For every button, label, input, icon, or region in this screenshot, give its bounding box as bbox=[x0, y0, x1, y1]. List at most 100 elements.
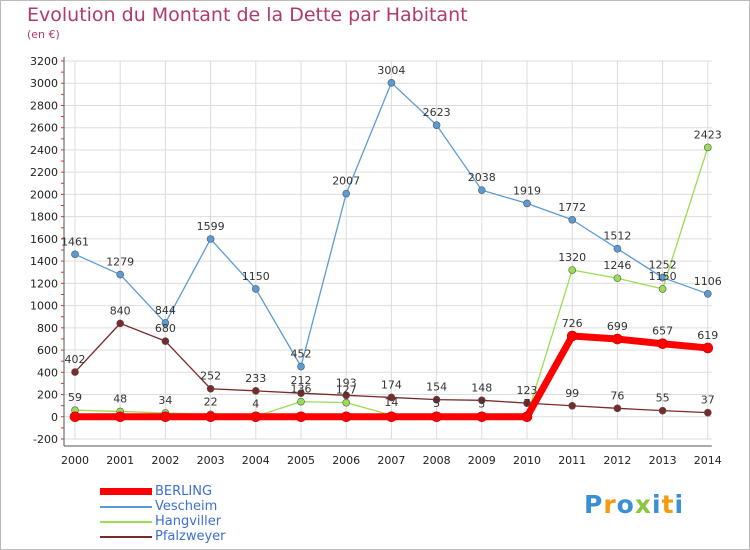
data-point-berling bbox=[114, 411, 126, 423]
data-point-vescheim bbox=[477, 186, 486, 194]
data-point-pfalzweyer bbox=[703, 408, 712, 417]
data-point-berling bbox=[69, 411, 81, 423]
data-label-vescheim: 1599 bbox=[197, 220, 225, 233]
data-point-vescheim bbox=[71, 250, 79, 259]
x-tick-label: 2005 bbox=[287, 454, 315, 467]
data-point-pfalzweyer bbox=[342, 391, 351, 400]
line-chart: -200 0 200 400 600 800 1000 1200 1400 1600 1800 200… bbox=[30, 55, 722, 467]
data-point-vescheim bbox=[116, 270, 124, 279]
y-tick-label: 600 bbox=[37, 344, 58, 357]
data-label-pfalzweyer: 233 bbox=[245, 372, 266, 385]
y-tick-label: 1200 bbox=[30, 277, 58, 290]
y-tick-label: 2800 bbox=[30, 99, 58, 112]
data-label-pfalzweyer: 174 bbox=[381, 378, 402, 391]
data-point-berling bbox=[160, 411, 171, 423]
data-point-berling bbox=[612, 333, 623, 345]
data-point-pfalzweyer bbox=[523, 399, 531, 407]
data-point-pfalzweyer bbox=[116, 319, 124, 328]
logo-letter: x bbox=[634, 490, 652, 519]
data-point-berling bbox=[205, 411, 216, 423]
data-point-vescheim bbox=[206, 235, 215, 243]
y-tick-label: 800 bbox=[37, 322, 58, 335]
data-point-vescheim bbox=[523, 199, 531, 208]
y-tick-label: 400 bbox=[37, 366, 58, 379]
data-label-vescheim: 1461 bbox=[61, 235, 89, 248]
data-label-vescheim: 1252 bbox=[649, 259, 677, 272]
y-tick-label: 0 bbox=[51, 411, 58, 424]
y-tick-label: -200 bbox=[33, 433, 58, 446]
x-tick-label: 2002 bbox=[151, 454, 179, 467]
data-point-vescheim bbox=[568, 215, 577, 224]
data-point-vescheim bbox=[432, 121, 441, 129]
x-tick-label: 2011 bbox=[558, 454, 586, 467]
series-berling bbox=[69, 330, 714, 423]
data-point-pfalzweyer bbox=[613, 404, 622, 413]
data-label-hangviller: 14 bbox=[384, 396, 398, 409]
data-label-hangviller: 1246 bbox=[603, 259, 631, 272]
x-tick-label: 2012 bbox=[603, 454, 631, 467]
data-point-pfalzweyer bbox=[432, 395, 441, 404]
data-label-hangviller: 5 bbox=[433, 397, 440, 410]
logo-letter: t bbox=[661, 490, 675, 519]
data-point-vescheim bbox=[297, 362, 305, 371]
x-tick-label: 2008 bbox=[423, 454, 451, 467]
data-label-pfalzweyer: 55 bbox=[656, 392, 670, 405]
data-point-pfalzweyer bbox=[206, 384, 215, 393]
x-tick-label: 2001 bbox=[106, 454, 134, 467]
series-vescheim bbox=[71, 78, 712, 371]
data-label-pfalzweyer: 680 bbox=[155, 322, 176, 335]
data-label-hangviller: 1320 bbox=[558, 251, 586, 264]
y-tick-label: 2000 bbox=[30, 188, 58, 201]
data-point-hangviller bbox=[658, 285, 667, 293]
data-point-hangviller bbox=[342, 398, 351, 407]
data-point-berling bbox=[295, 411, 307, 423]
data-label-pfalzweyer: 402 bbox=[65, 353, 86, 366]
data-label-hangviller: 2423 bbox=[694, 128, 722, 141]
data-label-pfalzweyer: 76 bbox=[610, 389, 624, 402]
data-label-pfalzweyer: 154 bbox=[426, 381, 447, 394]
data-point-berling bbox=[657, 338, 668, 350]
grid bbox=[64, 60, 712, 440]
data-label-hangviller: 136 bbox=[291, 383, 312, 396]
axes: -200 0 200 400 600 800 1000 1200 1400 1600 1800 200… bbox=[30, 55, 722, 467]
data-label-vescheim: 1512 bbox=[603, 230, 631, 243]
legend-label: Vescheim bbox=[155, 499, 218, 514]
legend-swatch bbox=[100, 536, 152, 538]
data-point-vescheim bbox=[703, 290, 712, 298]
data-label-vescheim: 2007 bbox=[332, 175, 360, 188]
data-label-berling: 699 bbox=[607, 320, 628, 333]
data-point-berling bbox=[476, 411, 488, 423]
data-label-vescheim: 452 bbox=[291, 348, 312, 361]
data-label-pfalzweyer: 252 bbox=[200, 370, 221, 383]
x-tick-label: 2006 bbox=[332, 454, 360, 467]
y-tick-label: 1000 bbox=[30, 300, 58, 313]
data-label-hangviller: 3 bbox=[478, 397, 485, 410]
data-label-berling: 619 bbox=[697, 329, 718, 342]
data-label-vescheim: 1919 bbox=[513, 184, 541, 197]
y-tick-label: 1400 bbox=[30, 255, 58, 268]
data-label-vescheim: 1106 bbox=[694, 275, 722, 288]
data-label-hangviller: 59 bbox=[68, 391, 82, 404]
data-point-berling bbox=[340, 411, 352, 423]
data-point-pfalzweyer bbox=[161, 337, 170, 345]
legend-swatch bbox=[100, 488, 152, 495]
x-tick-label: 2010 bbox=[513, 454, 541, 467]
legend-swatch bbox=[100, 506, 152, 508]
data-point-vescheim bbox=[161, 319, 170, 327]
series bbox=[69, 78, 714, 423]
data-point-pfalzweyer bbox=[658, 406, 667, 415]
chart-title: Evolution du Montant de la Dette par Hab… bbox=[27, 4, 468, 26]
data-point-berling bbox=[386, 411, 397, 423]
x-tick-label: 2003 bbox=[197, 454, 225, 467]
y-tick-label: 2400 bbox=[30, 144, 58, 157]
y-tick-label: 1600 bbox=[30, 233, 58, 246]
x-tick-label: 2000 bbox=[61, 454, 89, 467]
data-label-vescheim: 1279 bbox=[106, 256, 134, 269]
legend-label: BERLING bbox=[155, 484, 213, 499]
y-tick-label: 2600 bbox=[30, 122, 58, 135]
data-point-hangviller bbox=[613, 274, 622, 283]
proxiti-logo: Proxiti bbox=[584, 490, 684, 519]
data-label-vescheim: 1772 bbox=[558, 201, 586, 214]
logo-letter: r bbox=[603, 490, 617, 519]
